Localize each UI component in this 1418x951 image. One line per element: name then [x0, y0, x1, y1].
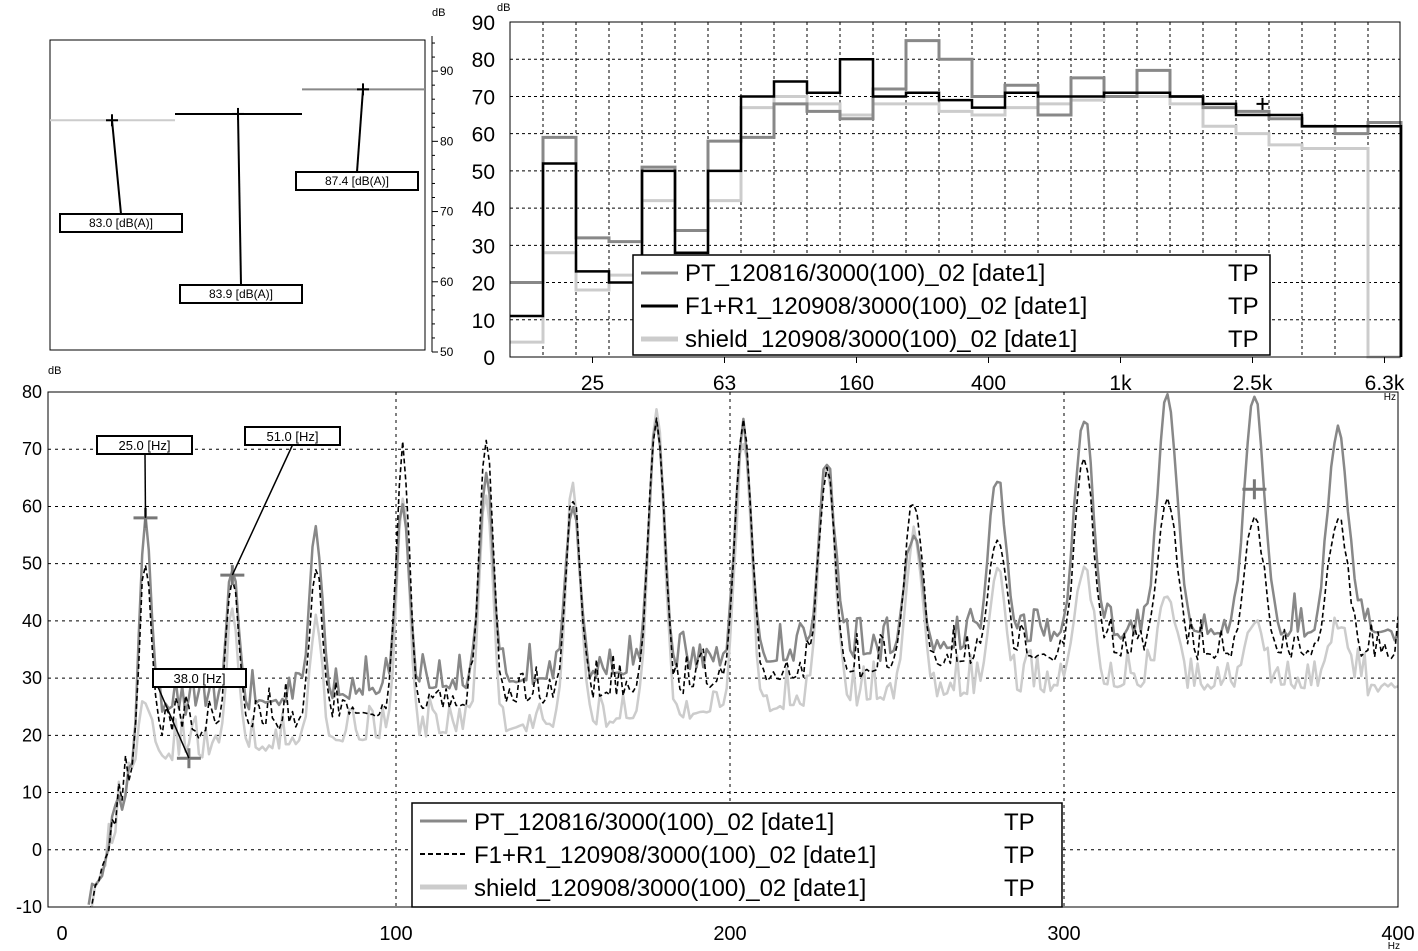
- third-octave-legend-label: shield_120908/3000(100)_02 [date1]: [685, 326, 1077, 353]
- narrowband-x-tick: 300: [1047, 923, 1080, 945]
- overall-level-label-box: [295, 171, 419, 191]
- overall-level-label: 83.9 [dB(A)]: [209, 287, 273, 301]
- narrowband-label-box: [152, 668, 247, 688]
- overall-level-label: 83.0 [dB(A)]: [89, 216, 153, 230]
- overall-level-annotations: 83.0 [dB(A)] 83.9 [dB(A)] 87.4 [dB(A)]: [59, 89, 419, 304]
- third-octave-frame: [509, 21, 1401, 358]
- overall-level-label-box: [59, 213, 183, 233]
- third-octave-y-tick: 80: [472, 49, 495, 72]
- narrowband-unit-label: dB: [48, 365, 61, 377]
- overall-level-tick-label: 80: [440, 134, 454, 148]
- third-octave-y-tick: 40: [472, 198, 495, 221]
- third-octave-bars: [510, 39, 1403, 359]
- narrowband-label-box: [96, 435, 193, 455]
- overall-level-panel: 90 80 70 60 50 dB 83.0 [dB(A)] 83.9 [dB(A)] 87.…: [49, 7, 454, 359]
- third-octave-legend-tag: TP: [1228, 326, 1259, 353]
- narrowband-label-box: [244, 426, 341, 446]
- narrowband-lines: [87, 392, 1398, 907]
- overall-level-unit-label: dB: [432, 7, 445, 19]
- narrowband-legend: PT_120816/3000(100)_02 [date1] TP F1+R1_12…: [411, 802, 1063, 908]
- overall-level-leader: [111, 120, 122, 215]
- third-octave-x-tick: 63: [713, 372, 736, 395]
- narrowband-legend-box: [411, 802, 1063, 908]
- third-octave-y-tick: 90: [472, 12, 495, 35]
- third-octave-x-tick: 1k: [1109, 372, 1132, 395]
- third-octave-x-unit: Hz: [1384, 392, 1396, 403]
- narrowband-series-line: [89, 417, 1398, 907]
- third-octave-unit-label: dB: [497, 2, 510, 14]
- narrowband-legend-tag: TP: [1004, 809, 1035, 836]
- narrowband-y-tick: 20: [22, 725, 42, 745]
- narrowband-x-tick: 100: [379, 923, 412, 945]
- third-octave-legend-tag: TP: [1228, 260, 1259, 287]
- overall-level-tick-label: 50: [440, 345, 454, 359]
- narrowband-label: 25.0 [Hz]: [118, 438, 170, 453]
- third-octave-series-line: [510, 57, 1403, 357]
- narrowband-x-tick: 200: [713, 923, 746, 945]
- third-octave-series-line: [510, 39, 1403, 357]
- third-octave-x-tick: 25: [581, 372, 604, 395]
- overall-level-tick-label: 60: [440, 275, 454, 289]
- third-octave-y-tick: 50: [472, 161, 495, 184]
- narrowband-y-tick: 0: [32, 840, 42, 860]
- narrowband-label: 38.0 [Hz]: [173, 671, 225, 686]
- third-octave-x-tick: 2.5k: [1233, 372, 1273, 395]
- overall-level-label-box: [179, 284, 303, 304]
- overall-level-leader: [237, 113, 242, 286]
- third-octave-x-tick: 6.3k: [1365, 372, 1405, 395]
- third-octave-y-tick: 20: [472, 273, 495, 296]
- narrowband-y-tick: 70: [22, 439, 42, 459]
- narrowband-y-tick: -10: [16, 897, 42, 917]
- narrowband-y-tick: 60: [22, 496, 42, 516]
- narrowband-y-tick: 10: [22, 783, 42, 803]
- narrowband-panel: -10 0 10 20 30 40 50 60 70 80 0 100 200 300 400 dB Hz 25…: [16, 365, 1415, 951]
- overall-level-axis: 90 80 70 60 50 dB: [431, 7, 454, 359]
- third-octave-y-tick: 0: [483, 347, 495, 370]
- narrowband-legend-label: PT_120816/3000(100)_02 [date1]: [474, 809, 834, 836]
- overall-level-label: 87.4 [dB(A)]: [325, 174, 389, 188]
- overall-level-tick-label: 70: [440, 205, 454, 219]
- third-octave-legend-label: F1+R1_120908/3000(100)_02 [date1]: [685, 293, 1087, 320]
- narrowband-x-tick: 0: [56, 923, 67, 945]
- third-octave-legend-label: PT_120816/3000(100)_02 [date1]: [685, 260, 1045, 287]
- third-octave-legend-tag: TP: [1228, 293, 1259, 320]
- narrowband-legend-tag: TP: [1004, 875, 1035, 902]
- overall-level-leader: [356, 89, 364, 173]
- narrowband-x-unit: Hz: [1388, 941, 1400, 951]
- narrowband-y-tick: 40: [22, 611, 42, 631]
- narrowband-series-line: [90, 407, 1398, 907]
- third-octave-legend: PT_120816/3000(100)_02 [date1] TP F1+R1_12…: [632, 254, 1271, 356]
- narrowband-annotations: 25.0 [Hz] 51.0 [Hz] 38.0 [Hz]: [96, 426, 1267, 769]
- narrowband-legend-label: F1+R1_120908/3000(100)_02 [date1]: [474, 842, 876, 869]
- third-octave-y-tick: 60: [472, 124, 495, 147]
- narrowband-x-tick: 400: [1381, 923, 1414, 945]
- third-octave-legend-box: [632, 254, 1271, 356]
- third-octave-y-tick: 70: [472, 86, 495, 109]
- narrowband-label: 51.0 [Hz]: [266, 429, 318, 444]
- narrowband-legend-label: shield_120908/3000(100)_02 [date1]: [474, 875, 866, 902]
- third-octave-y-tick: 30: [472, 235, 495, 258]
- narrowband-y-tick: 30: [22, 668, 42, 688]
- narrowband-series-line: [87, 392, 1398, 905]
- narrowband-y-tick: 80: [22, 382, 42, 402]
- narrowband-leader: [157, 686, 190, 759]
- third-octave-series-line: [510, 94, 1401, 359]
- narrowband-ticks: -10 0 10 20 30 40 50 60 70 80 0 100 200 300 400 dB Hz: [16, 365, 1415, 951]
- narrowband-y-tick: 50: [22, 554, 42, 574]
- third-octave-x-tick: 400: [971, 372, 1006, 395]
- overall-level-tick-label: 90: [440, 64, 454, 78]
- third-octave-y-tick: 10: [472, 310, 495, 333]
- narrowband-leader: [231, 444, 294, 576]
- narrowband-leader: [144, 453, 147, 518]
- third-octave-x-tick: 160: [839, 372, 874, 395]
- narrowband-legend-tag: TP: [1004, 842, 1035, 869]
